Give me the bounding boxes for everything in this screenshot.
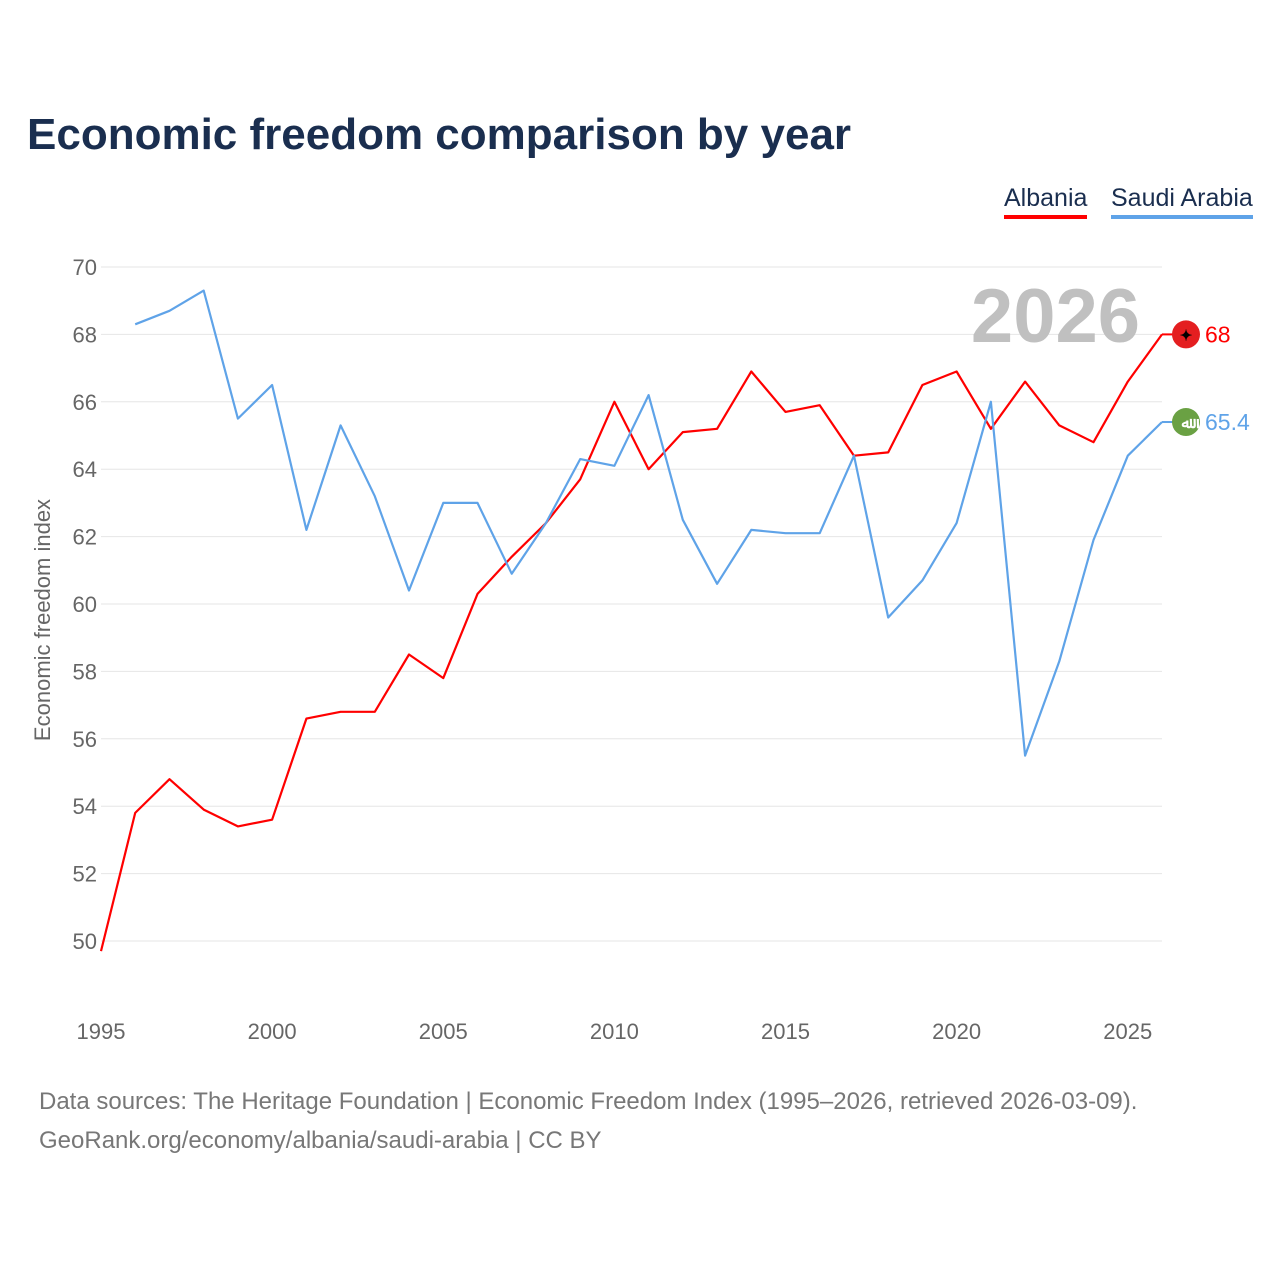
- x-tick-label: 2020: [932, 1019, 981, 1044]
- y-tick-label: 70: [73, 255, 97, 280]
- y-tick-label: 50: [73, 929, 97, 954]
- x-tick-label: 2015: [761, 1019, 810, 1044]
- legend-albania[interactable]: Albania: [1004, 184, 1088, 219]
- legend-saudi-arabia[interactable]: Saudi Arabia: [1111, 184, 1253, 219]
- y-tick-label: 66: [73, 390, 97, 415]
- y-tick-label: 60: [73, 592, 97, 617]
- source-link[interactable]: GeoRank.org/economy/albania/saudi-arabia…: [39, 1127, 602, 1154]
- albania-flag-icon: [1172, 320, 1200, 349]
- series-line-albania: [99, 333, 1163, 952]
- x-tick-label: 2010: [590, 1019, 639, 1044]
- year-watermark: 2026: [971, 274, 1140, 359]
- saudi-arabia-flag-icon: [1172, 408, 1200, 437]
- chart-title: Economic freedom comparison by year: [27, 110, 852, 159]
- y-tick-label: 58: [73, 659, 97, 684]
- x-tick-label: 2005: [419, 1019, 468, 1044]
- end-value-label: 65.4: [1205, 409, 1250, 435]
- source-note: Data sources: The Heritage Foundation | …: [39, 1088, 1138, 1115]
- y-tick-label: 62: [73, 525, 97, 550]
- y-tick-label: 64: [73, 457, 97, 482]
- y-axis-label: Economic freedom index: [30, 499, 55, 741]
- albania-flag-icon-glyph: ✦: [1180, 327, 1193, 344]
- y-tick-label: 56: [73, 727, 97, 752]
- x-tick-label: 2000: [248, 1019, 297, 1044]
- y-tick-label: 68: [73, 322, 97, 347]
- x-tick-label: 1995: [77, 1019, 126, 1044]
- x-tick-label: 2025: [1103, 1019, 1152, 1044]
- series-line-saudi-arabia: [134, 289, 1163, 757]
- y-tick-label: 52: [73, 862, 97, 887]
- end-value-label: 68: [1205, 321, 1231, 347]
- y-tick-label: 54: [73, 794, 97, 819]
